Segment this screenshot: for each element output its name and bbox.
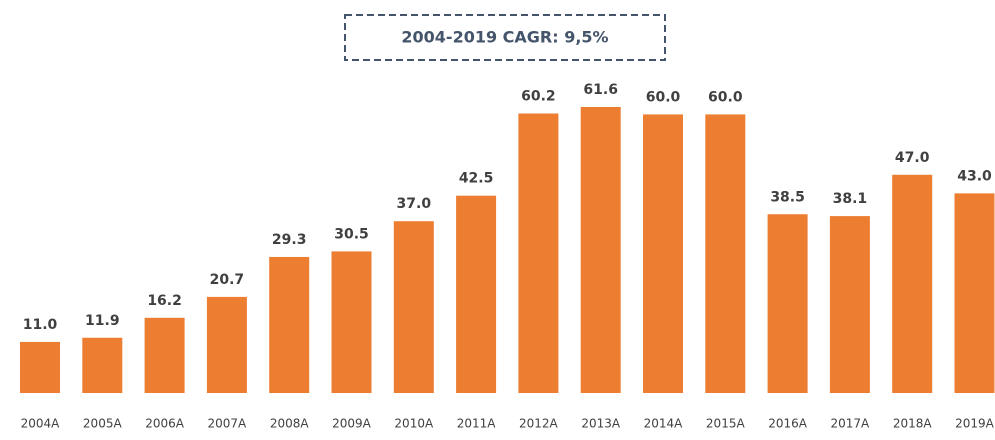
bar bbox=[269, 256, 310, 393]
value-label: 30.5 bbox=[334, 226, 369, 242]
value-label: 60.0 bbox=[646, 89, 681, 105]
x-tick-label: 2009A bbox=[332, 417, 372, 431]
x-tick-label: 2004A bbox=[21, 417, 61, 431]
bar bbox=[892, 174, 933, 393]
bar bbox=[144, 317, 185, 393]
bar bbox=[82, 337, 123, 393]
bar bbox=[518, 113, 559, 393]
value-label: 11.9 bbox=[85, 313, 120, 329]
x-tick-label: 2017A bbox=[831, 417, 871, 431]
value-label: 37.0 bbox=[397, 196, 432, 212]
x-tick-label: 2008A bbox=[270, 417, 310, 431]
x-tick-label: 2006A bbox=[145, 417, 185, 431]
bar bbox=[829, 216, 870, 393]
bar bbox=[705, 114, 746, 393]
value-label: 20.7 bbox=[210, 272, 245, 288]
x-tick-label: 2013A bbox=[581, 417, 621, 431]
x-tick-label: 2010A bbox=[394, 417, 434, 431]
value-label: 16.2 bbox=[147, 293, 182, 309]
value-label: 43.0 bbox=[957, 168, 992, 184]
bar bbox=[643, 114, 683, 393]
annotation-box bbox=[344, 14, 666, 61]
annotation: 2004-2019 CAGR: 9,5% bbox=[401, 28, 608, 47]
value-label: 60.2 bbox=[521, 89, 556, 105]
x-tick-label: 2016A bbox=[768, 417, 808, 431]
x-tick-label: 2012A bbox=[519, 417, 559, 431]
bar bbox=[580, 107, 621, 393]
value-label: 29.3 bbox=[272, 232, 307, 248]
x-tick-label: 2005A bbox=[83, 417, 123, 431]
x-tick-label: 2015A bbox=[706, 417, 746, 431]
bar bbox=[954, 193, 995, 393]
value-label: 42.5 bbox=[459, 171, 494, 187]
value-label: 38.5 bbox=[770, 189, 805, 205]
x-tick-label: 2014A bbox=[644, 417, 684, 431]
bar bbox=[456, 195, 497, 393]
x-tick-label: 2007A bbox=[208, 417, 248, 431]
bar bbox=[20, 341, 60, 393]
x-tick-label: 2019A bbox=[955, 417, 995, 431]
value-label: 60.0 bbox=[708, 89, 743, 105]
bar bbox=[393, 221, 434, 393]
value-label: 61.6 bbox=[583, 82, 618, 98]
value-label: 47.0 bbox=[895, 150, 930, 166]
value-label: 11.0 bbox=[23, 317, 58, 333]
x-tick-label: 2011A bbox=[457, 417, 497, 431]
x-tick-label: 2018A bbox=[893, 417, 933, 431]
bar bbox=[206, 296, 247, 393]
bar bbox=[767, 214, 808, 393]
bar bbox=[331, 251, 372, 393]
value-label: 38.1 bbox=[833, 191, 868, 207]
